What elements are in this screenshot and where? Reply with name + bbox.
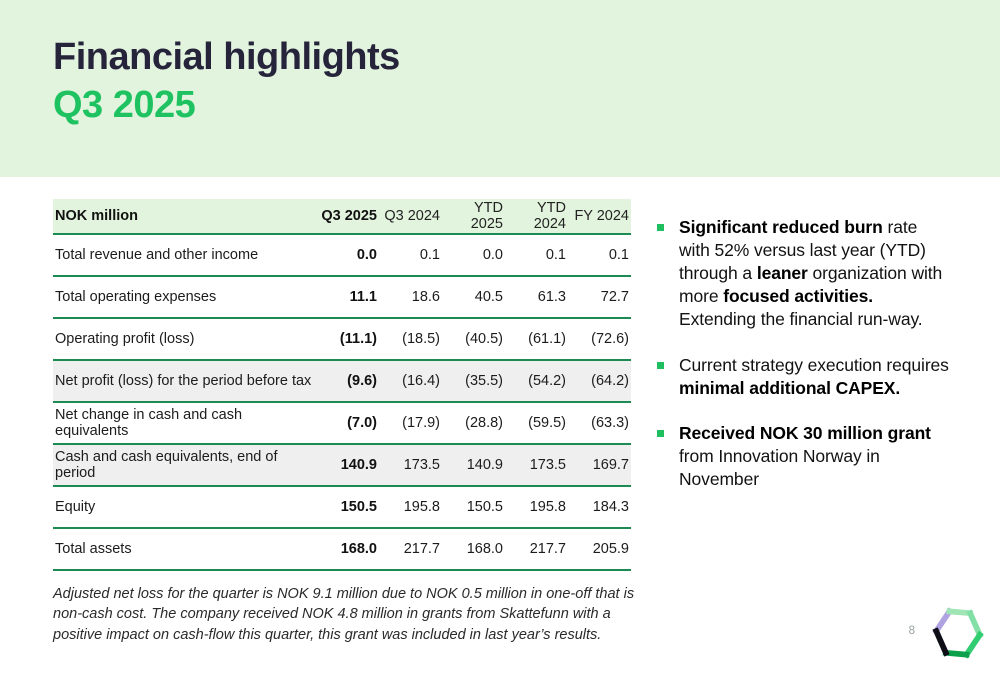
row-value: (72.6) (568, 318, 631, 361)
page-subtitle: Q3 2025 (53, 84, 196, 126)
row-label: Net profit (loss) for the period before … (53, 360, 316, 403)
row-value: 0.0 (442, 234, 505, 277)
row-label: Equity (53, 486, 316, 529)
table-row: Net profit (loss) for the period before … (53, 360, 631, 403)
table-row: Total revenue and other income 0.0 0.1 0.0 0… (53, 234, 631, 277)
row-value: 168.0 (316, 528, 379, 571)
highlight-bullet: Current strategy execution requires mini… (657, 354, 951, 400)
row-value: 169.7 (568, 444, 631, 487)
row-value: (54.2) (505, 360, 568, 403)
bullet-square-icon (657, 361, 664, 369)
row-value: (59.5) (505, 402, 568, 445)
row-value: 0.1 (379, 234, 442, 277)
row-value: 173.5 (379, 444, 442, 487)
table-unit-header: NOK million (53, 199, 316, 235)
row-value: (17.9) (379, 402, 442, 445)
table-header-row: NOK million Q3 2025 Q3 2024 YTD 2025 YTD 20… (53, 199, 631, 235)
table-row: Net change in cash and cash equivalents(… (53, 402, 631, 445)
page-title: Financial highlights (53, 36, 400, 78)
highlight-bullet: Significant reduced burn rate with 52% v… (657, 216, 951, 331)
column-header: Q3 2025 (316, 199, 379, 235)
highlights-list: Significant reduced burn rate with 52% v… (657, 216, 951, 514)
row-label: Net change in cash and cash equivalents (53, 402, 316, 445)
bullet-square-icon (657, 430, 664, 438)
row-value: 173.5 (505, 444, 568, 487)
table-row: Total assets 168.0 217.7 168.0 217.7 205.9 (53, 528, 631, 571)
row-label: Total revenue and other income (53, 234, 316, 277)
row-value: 195.8 (505, 486, 568, 529)
row-value: 150.5 (442, 486, 505, 529)
table-row: Operating profit (loss) (11.1) (18.5) (40.5… (53, 318, 631, 361)
row-value: (9.6) (316, 360, 379, 403)
row-label: Total operating expenses (53, 276, 316, 319)
row-value: (11.1) (316, 318, 379, 361)
row-value: 184.3 (568, 486, 631, 529)
row-value: 11.1 (316, 276, 379, 319)
column-header: YTD 2024 (505, 199, 568, 235)
row-value: (7.0) (316, 402, 379, 445)
row-value: 0.1 (505, 234, 568, 277)
financial-table: NOK million Q3 2025 Q3 2024 YTD 2025 YTD 20… (53, 199, 631, 571)
row-value: 0.0 (316, 234, 379, 277)
row-value: 150.5 (316, 486, 379, 529)
table-row: Cash and cash equivalents, end of period… (53, 444, 631, 487)
row-value: (61.1) (505, 318, 568, 361)
column-header: FY 2024 (568, 199, 631, 235)
column-header: Q3 2024 (379, 199, 442, 235)
row-value: 205.9 (568, 528, 631, 571)
row-value: 0.1 (568, 234, 631, 277)
row-label: Total assets (53, 528, 316, 571)
table-footnote: Adjusted net loss for the quarter is NOK… (53, 586, 635, 643)
row-value: (40.5) (442, 318, 505, 361)
bullet-text: Current strategy execution requires mini… (679, 354, 949, 398)
row-value: 61.3 (505, 276, 568, 319)
bullet-text: Significant reduced burn rate with 52% v… (679, 217, 943, 329)
row-value: 40.5 (442, 276, 505, 319)
row-value: (28.8) (442, 402, 505, 445)
column-header: YTD 2025 (442, 199, 505, 235)
row-value: 72.7 (568, 276, 631, 319)
table-row: Total operating expenses 11.1 18.6 40.5 61.3… (53, 276, 631, 319)
header-banner: Financial highlights Q3 2025 (0, 0, 1000, 177)
row-value: (35.5) (442, 360, 505, 403)
hexagon-logo (932, 607, 984, 659)
row-value: 168.0 (442, 528, 505, 571)
row-value: 140.9 (442, 444, 505, 487)
bullet-square-icon (657, 224, 664, 231)
row-label: Cash and cash equivalents, end of period (53, 444, 316, 487)
bullet-text: Received NOK 30 million grant from Innov… (679, 423, 931, 490)
table-row: Equity 150.5 195.8 150.5 195.8 184.3 (53, 486, 631, 529)
row-value: 18.6 (379, 276, 442, 319)
row-value: (63.3) (568, 402, 631, 445)
row-value: 140.9 (316, 444, 379, 487)
row-value: 217.7 (505, 528, 568, 571)
financial-table-container: NOK million Q3 2025 Q3 2024 YTD 2025 YTD 20… (53, 199, 631, 571)
page-number: 8 (908, 625, 915, 637)
row-value: 195.8 (379, 486, 442, 529)
row-value: (64.2) (568, 360, 631, 403)
row-label: Operating profit (loss) (53, 318, 316, 361)
row-value: (16.4) (379, 360, 442, 403)
row-value: (18.5) (379, 318, 442, 361)
row-value: 217.7 (379, 528, 442, 571)
highlight-bullet: Received NOK 30 million grant from Innov… (657, 422, 951, 491)
